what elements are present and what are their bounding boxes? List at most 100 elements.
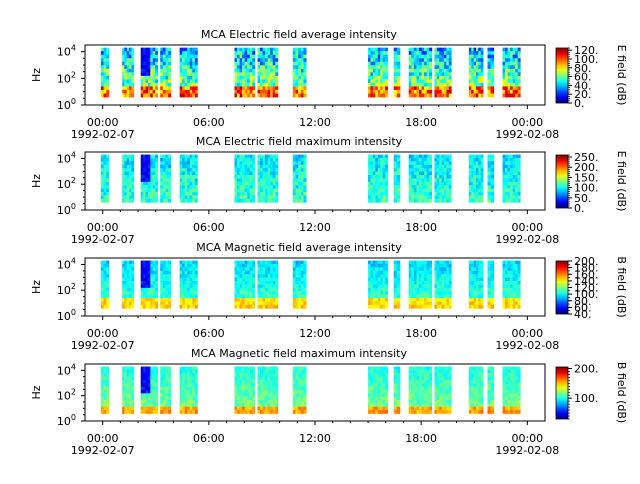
heatmap-cell — [275, 161, 278, 165]
heatmap-cell — [422, 288, 425, 292]
heatmap-cell — [488, 195, 492, 199]
heatmap-cell — [380, 165, 383, 169]
heatmap-cell — [258, 48, 261, 52]
heatmap-cell — [378, 261, 381, 265]
heatmap-cell — [192, 195, 195, 199]
heatmap-cell — [422, 291, 425, 295]
heatmap-cell — [237, 284, 240, 288]
heatmap-cell — [368, 189, 371, 193]
heatmap-cell — [153, 172, 156, 176]
heatmap-cell — [368, 175, 371, 179]
heatmap-cell — [505, 86, 508, 90]
heatmap-cell — [265, 93, 268, 97]
heatmap-cell — [375, 261, 378, 265]
heatmap-cell — [422, 195, 425, 199]
heatmap-cell — [375, 90, 378, 94]
heatmap-cell — [437, 93, 440, 97]
heatmap-cell — [304, 295, 307, 299]
heatmap-cell — [129, 195, 132, 199]
heatmap-cell — [439, 72, 442, 76]
heatmap-cell — [101, 90, 104, 94]
heatmap-cell — [375, 195, 378, 199]
panel-title: MCA Magnetic field maximum intensity — [191, 347, 407, 360]
heatmap-cell — [442, 90, 445, 94]
data-interval — [293, 367, 307, 414]
heatmap-cell — [245, 51, 248, 55]
heatmap-cell — [190, 380, 193, 384]
heatmap-cell — [245, 155, 248, 159]
heatmap-cell — [160, 267, 163, 271]
heatmap-cell — [192, 370, 195, 374]
heatmap-cell — [195, 367, 198, 371]
heatmap-cell — [143, 274, 146, 278]
heatmap-cell — [124, 158, 127, 162]
heatmap-cell — [124, 403, 127, 407]
heatmap-cell — [424, 62, 427, 66]
heatmap-cell — [444, 284, 447, 288]
heatmap-cell — [478, 182, 481, 186]
heatmap-cell — [471, 185, 474, 189]
heatmap-cell — [371, 301, 374, 305]
heatmap-cell — [190, 278, 193, 282]
heatmap-cell — [469, 281, 472, 285]
heatmap-cell — [260, 155, 263, 159]
heatmap-cell — [416, 72, 419, 76]
heatmap-cell — [419, 271, 422, 275]
heatmap-cell — [301, 86, 304, 90]
heatmap-cell — [409, 55, 412, 59]
data-interval — [101, 155, 109, 203]
heatmap-cell — [166, 72, 169, 76]
heatmap-cell — [258, 284, 261, 288]
heatmap-cell — [368, 76, 371, 80]
heatmap-cell — [185, 192, 188, 196]
heatmap-cell — [260, 55, 263, 59]
heatmap-cell — [127, 189, 130, 193]
heatmap-cell — [368, 370, 371, 374]
heatmap-cell — [414, 373, 417, 377]
heatmap-cell — [195, 377, 198, 381]
heatmap-cell — [252, 301, 255, 305]
heatmap-cell — [273, 51, 276, 55]
heatmap-cell — [127, 261, 130, 265]
heatmap-cell — [427, 410, 430, 414]
heatmap-cell — [437, 367, 440, 371]
heatmap-cell — [265, 55, 268, 59]
heatmap-cell — [383, 65, 386, 69]
heatmap-cell — [195, 51, 198, 55]
heatmap-cell — [242, 271, 245, 275]
data-interval — [434, 48, 451, 98]
heatmap-cell — [275, 76, 278, 80]
heatmap-cell — [488, 155, 492, 159]
heatmap-cell — [409, 51, 412, 55]
heatmap-cell — [160, 165, 163, 169]
heatmap-cell — [268, 62, 271, 66]
heatmap-cell — [508, 271, 511, 275]
heatmap-cell — [296, 55, 299, 59]
heatmap-cell — [104, 158, 107, 162]
heatmap-cell — [419, 83, 422, 87]
heatmap-cell — [503, 48, 506, 52]
heatmap-cell — [414, 83, 417, 87]
heatmap-cell — [414, 387, 417, 391]
heatmap-cell — [240, 185, 243, 189]
heatmap-cell — [237, 72, 240, 76]
heatmap-cell — [160, 387, 163, 391]
heatmap-cell — [166, 199, 169, 203]
heatmap-cell — [368, 155, 371, 159]
heatmap-cell — [124, 284, 127, 288]
heatmap-cell — [301, 90, 304, 94]
heatmap-cell — [141, 274, 144, 278]
heatmap-cell — [371, 370, 374, 374]
heatmap-cell — [192, 305, 195, 309]
heatmap-cell — [422, 380, 425, 384]
heatmap-cell — [106, 69, 109, 73]
heatmap-cell — [491, 278, 495, 282]
heatmap-cell — [104, 195, 107, 199]
heatmap-cell — [250, 175, 253, 179]
heatmap-cell — [124, 58, 127, 62]
heatmap-cell — [263, 410, 266, 414]
heatmap-cell — [190, 393, 193, 397]
heatmap-cell — [240, 168, 243, 172]
heatmap-cell — [424, 189, 427, 193]
heatmap-cell — [491, 291, 495, 295]
